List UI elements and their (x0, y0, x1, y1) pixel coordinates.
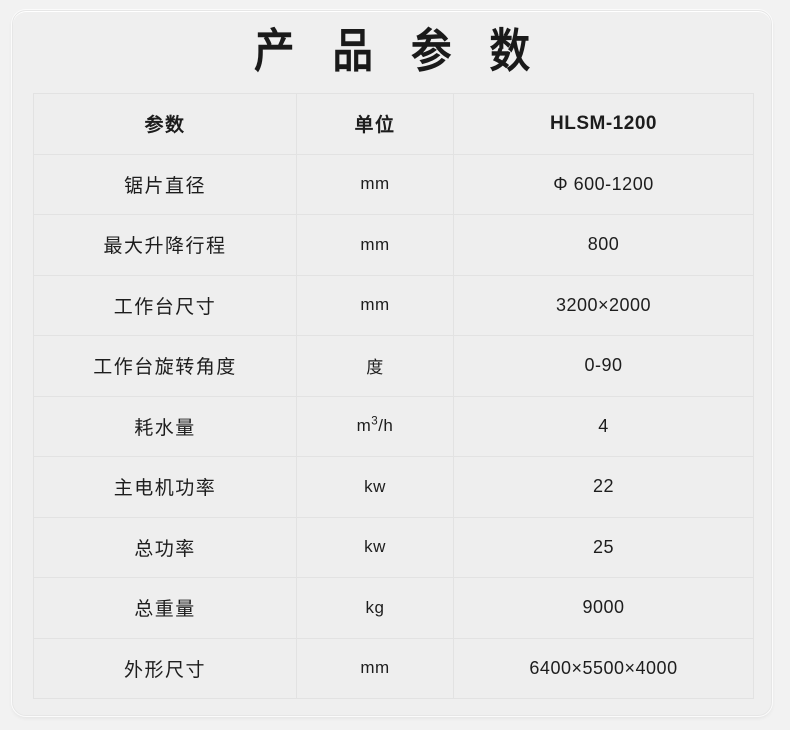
cell-value: Φ 600-1200 (453, 154, 754, 215)
cell-value: 9000 (453, 577, 754, 639)
cell-unit: 度 (296, 335, 454, 397)
cell-parameter: 工作台尺寸 (33, 275, 297, 336)
table-row: 锯片直径 mm Φ 600-1200 (33, 154, 754, 215)
cell-value: 3200×2000 (453, 275, 754, 336)
cell-unit: m3/h (296, 396, 454, 457)
cell-unit: mm (296, 638, 454, 699)
cell-value: 6400×5500×4000 (453, 638, 754, 699)
cell-unit: kg (296, 577, 454, 639)
table-row: 最大升降行程 mm 800 (33, 214, 754, 276)
cell-value: 800 (453, 214, 754, 276)
table-row: 主电机功率 kw 22 (33, 456, 754, 518)
table-row: 总功率 kw 25 (33, 517, 754, 578)
product-spec-card: 产 品 参 数 参数 单位 HLSM-1200 锯片直径 mm Φ 600-1200… (12, 10, 772, 716)
cell-value: 0-90 (453, 335, 754, 397)
table-header-row: 参数 单位 HLSM-1200 (33, 93, 754, 155)
cell-parameter: 工作台旋转角度 (33, 335, 297, 397)
spec-table-container: 参数 单位 HLSM-1200 锯片直径 mm Φ 600-1200 最大升降行程 mm… (33, 93, 754, 699)
column-header-model: HLSM-1200 (453, 93, 754, 155)
cell-parameter: 总重量 (33, 577, 297, 639)
cell-parameter: 锯片直径 (33, 154, 297, 215)
cell-value: 22 (453, 456, 754, 518)
table-header: 参数 单位 HLSM-1200 (33, 93, 754, 155)
cell-parameter: 最大升降行程 (33, 214, 297, 276)
page-title: 产 品 参 数 (254, 24, 542, 79)
cell-parameter: 总功率 (33, 517, 297, 578)
table-row: 工作台尺寸 mm 3200×2000 (33, 275, 754, 336)
table-row: 耗水量 m3/h 4 (33, 396, 754, 457)
cell-unit: mm (296, 214, 454, 276)
table-row: 总重量 kg 9000 (33, 577, 754, 639)
cell-unit: kw (296, 456, 454, 518)
cell-parameter: 耗水量 (33, 396, 297, 457)
column-header-unit: 单位 (296, 93, 454, 155)
table-row: 外形尺寸 mm 6400×5500×4000 (33, 638, 754, 699)
cell-unit: mm (296, 275, 454, 336)
table-body: 锯片直径 mm Φ 600-1200 最大升降行程 mm 800 工作台尺寸 mm 3200×2… (33, 154, 754, 699)
cell-unit: kw (296, 517, 454, 578)
table-row: 工作台旋转角度度 0-90 (33, 335, 754, 397)
cell-value: 25 (453, 517, 754, 578)
column-header-parameter: 参数 (33, 93, 297, 155)
page-title-container: 产 品 参 数 (13, 11, 771, 93)
cell-parameter: 外形尺寸 (33, 638, 297, 699)
cell-unit: mm (296, 154, 454, 215)
cell-parameter: 主电机功率 (33, 456, 297, 518)
cell-value: 4 (453, 396, 754, 457)
product-spec-table: 参数 单位 HLSM-1200 锯片直径 mm Φ 600-1200 最大升降行程 mm… (33, 93, 754, 699)
